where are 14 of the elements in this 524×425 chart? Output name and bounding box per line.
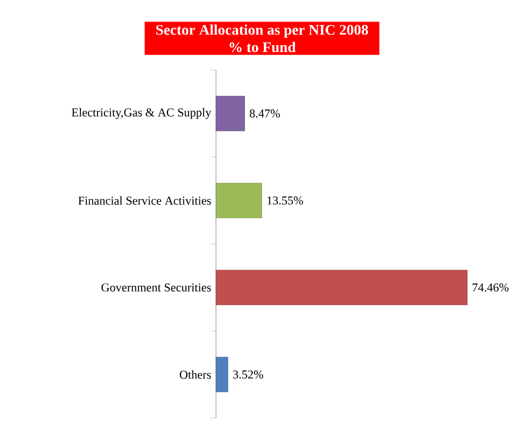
bar: [216, 96, 245, 132]
data-label: 3.52%: [233, 370, 264, 379]
bar: [216, 356, 228, 392]
bar: [216, 182, 262, 218]
y-tick-label: Electricity,Gas & AC Supply: [72, 108, 212, 119]
chart-subtitle: % to Fund: [230, 42, 296, 52]
chart-title: Sector Allocation as per NIC 2008: [156, 24, 368, 38]
y-tick-label: Government Securities: [101, 283, 211, 292]
data-label: 13.55%: [267, 196, 304, 205]
data-label: 74.46%: [472, 283, 509, 292]
y-tick-label: Financial Service Activities: [78, 196, 211, 205]
y-tick-label: Others: [180, 370, 211, 379]
bar: [216, 270, 468, 306]
data-label: 8.47%: [250, 109, 280, 118]
